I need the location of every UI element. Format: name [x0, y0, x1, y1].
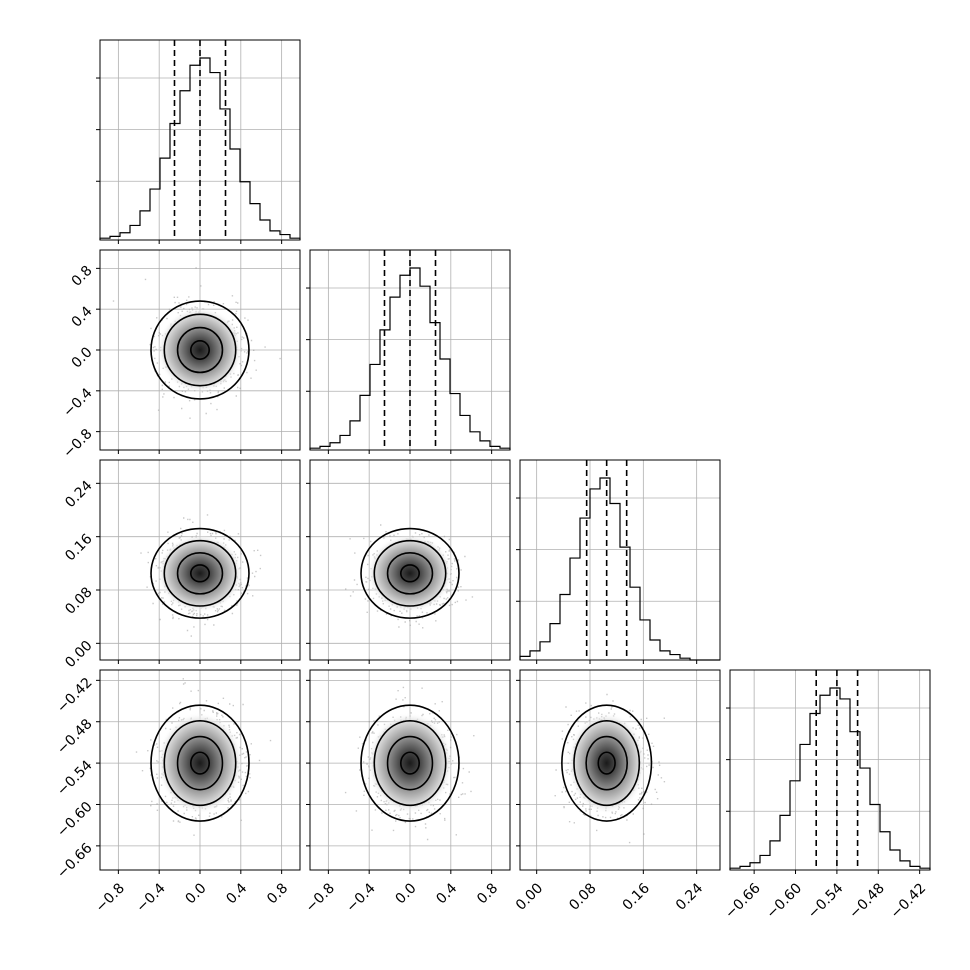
- contour-level-0: [150, 300, 250, 400]
- y-tick-label: −0.48: [54, 716, 96, 758]
- contour-level-3: [190, 564, 210, 583]
- panel-frame: [729, 669, 931, 871]
- contour-panel-1-0: −0.8 −0.4 0.0 0.4 0.8: [60, 249, 301, 461]
- histogram-panel-0: [96, 39, 301, 244]
- panel-frame: [519, 459, 721, 661]
- y-tick-label: −0.4: [60, 385, 95, 420]
- y-tick-label: 0.08: [62, 584, 95, 617]
- contour-panel-2-0: 0.00 0.08 0.16 0.24: [62, 459, 301, 671]
- x-tick-label: 0.4: [433, 880, 460, 907]
- contour-panel-3-1: −0.8 −0.4 0.0 0.4 0.8: [303, 669, 511, 916]
- density-fill: [157, 712, 243, 814]
- contour-level-0: [150, 704, 250, 822]
- x-tick-label: −0.8: [303, 880, 338, 915]
- scatter-points: [135, 678, 272, 836]
- contour-level-1: [373, 539, 447, 607]
- density-fill: [157, 534, 243, 613]
- contour-level-0: [150, 527, 250, 619]
- x-tick-label: 0.08: [566, 880, 599, 913]
- x-tick-label: −0.48: [846, 880, 888, 922]
- x-tick-label: −0.66: [722, 880, 764, 922]
- x-tick-label: −0.4: [133, 880, 168, 915]
- density-fill: [367, 534, 453, 613]
- contour-panel-3-0: −0.8 −0.4 0.0 0.4 0.8 −0.66−0.60−0.54−0.48−0.…: [54, 669, 301, 916]
- contour-panel-3-2: 0.00 0.08 0.16 0.24: [513, 669, 721, 914]
- panels-layer: −0.8−0.40.00.40.80.000.080.160.24−0.8 −0.…: [54, 39, 931, 922]
- y-tick-label: −0.42: [54, 675, 96, 717]
- contour-level-3: [400, 564, 420, 583]
- y-tick-label: 0.24: [62, 478, 95, 511]
- contour-level-1: [163, 720, 237, 807]
- x-tick-label: −0.4: [343, 880, 378, 915]
- panel-frame: [519, 669, 721, 871]
- contour-level-1: [163, 539, 237, 607]
- contour-level-2: [176, 326, 224, 374]
- x-tick-label: 0.00: [513, 880, 546, 913]
- contour-panel-2-1: [306, 459, 511, 664]
- contour-level-0: [360, 704, 460, 822]
- x-tick-label: 0.4: [223, 880, 250, 907]
- contour-level-2: [585, 735, 629, 791]
- contour-level-1: [163, 313, 237, 387]
- contour-level-2: [176, 735, 224, 791]
- x-tick-label: 0.8: [474, 880, 501, 907]
- contour-level-3: [400, 751, 420, 775]
- histogram-step: [729, 687, 931, 870]
- histogram-panel-1: [306, 249, 511, 454]
- contour-level-0: [360, 527, 460, 619]
- density-fill: [367, 712, 453, 814]
- histogram-panel-2: [516, 459, 721, 664]
- y-tick-label: −0.60: [54, 799, 96, 841]
- contour-level-3: [597, 751, 616, 775]
- histogram-panel-3: −0.66 −0.60 −0.54 −0.48 −0.42: [722, 669, 931, 922]
- y-tick-label: −0.8: [60, 426, 95, 461]
- y-tick-label: −0.54: [54, 757, 96, 799]
- density-fill: [567, 712, 646, 814]
- y-tick-label: 0.00: [62, 638, 95, 671]
- contour-level-2: [386, 735, 434, 791]
- x-tick-label: 0.0: [183, 880, 210, 907]
- x-tick-label: −0.54: [805, 880, 847, 922]
- x-tick-label: 0.24: [673, 880, 706, 913]
- contour-level-1: [373, 720, 447, 807]
- contour-level-2: [386, 551, 434, 595]
- y-tick-label: −0.66: [54, 840, 96, 882]
- contour-level-3: [190, 751, 210, 775]
- x-tick-label: 0.8: [264, 880, 291, 907]
- histogram-step: [519, 477, 720, 661]
- y-tick-label: 0.8: [69, 263, 96, 290]
- x-tick-label: 0.16: [620, 880, 653, 913]
- y-tick-label: 0.16: [62, 531, 95, 564]
- x-tick-label: −0.60: [763, 880, 805, 922]
- contour-level-1: [573, 720, 641, 807]
- contour-level-2: [176, 551, 224, 595]
- x-tick-label: −0.8: [93, 880, 128, 915]
- contour-level-3: [190, 340, 210, 360]
- y-tick-label: 0.0: [69, 344, 96, 371]
- contour-level-0: [561, 704, 653, 822]
- x-tick-label: −0.42: [888, 880, 930, 922]
- x-tick-label: 0.0: [393, 880, 420, 907]
- density-fill: [157, 307, 243, 393]
- y-tick-label: 0.4: [69, 303, 96, 330]
